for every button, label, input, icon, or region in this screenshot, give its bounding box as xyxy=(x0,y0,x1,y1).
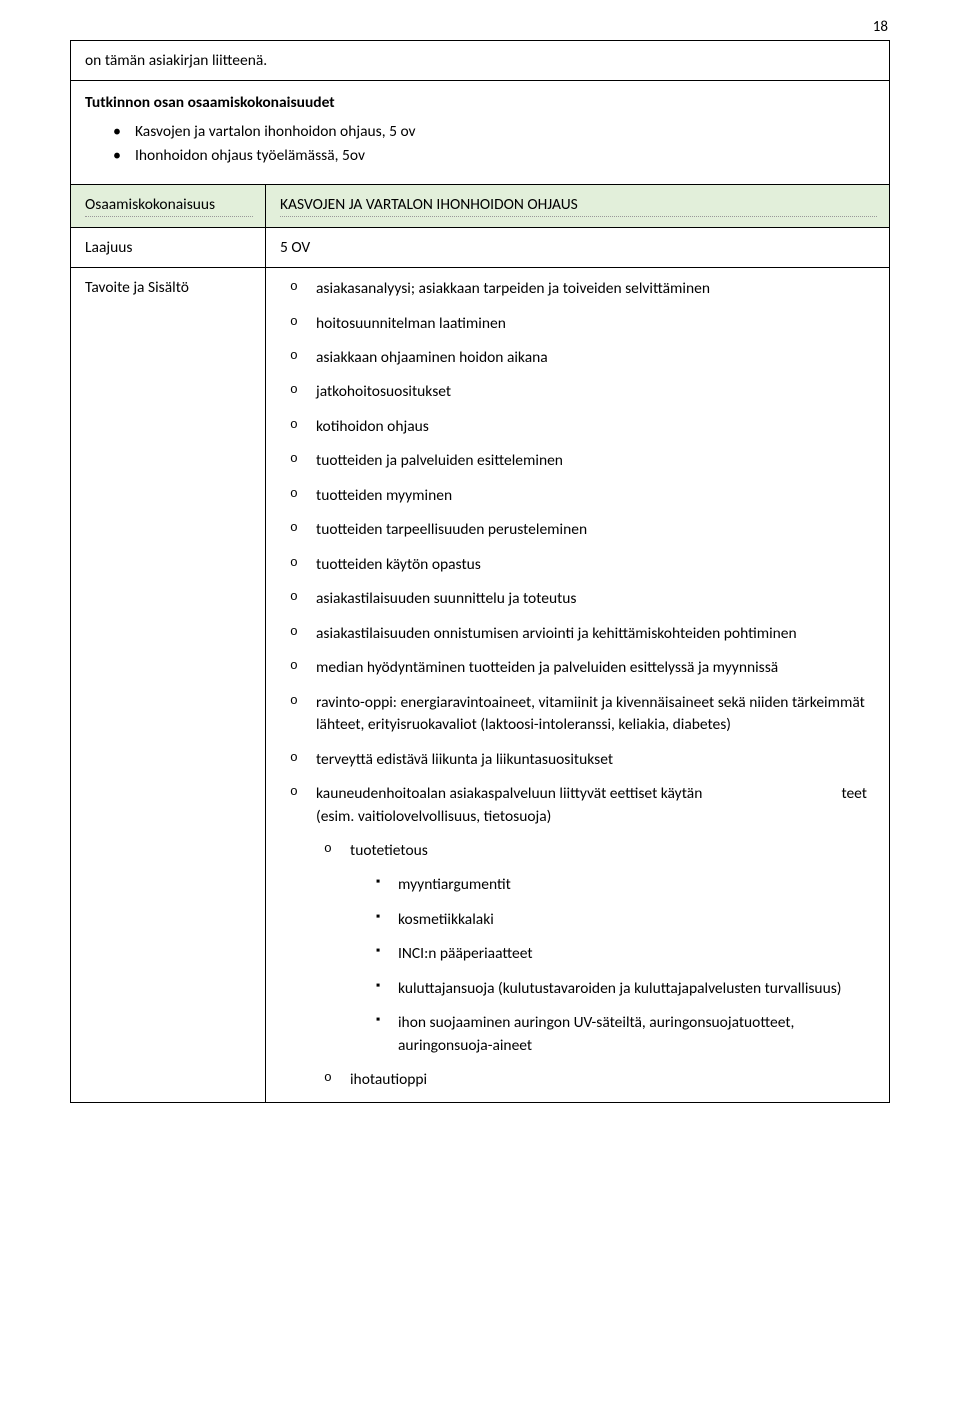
page-number: 18 xyxy=(873,18,888,36)
value-text: KASVOJEN JA VARTALON IHONHOIDON OHJAUS xyxy=(280,195,877,217)
sub-item: myyntiargumentit xyxy=(362,874,877,896)
competence-list: Kasvojen ja vartalon ihonhoidon ohjaus, … xyxy=(113,120,875,168)
sub-list-wrap: myyntiargumentit kosmetiikkalaki INCI:n … xyxy=(280,874,877,1057)
eettiset-right: teet xyxy=(841,783,867,805)
competence-section: Tutkinnon osan osaamiskokonaisuudet Kasv… xyxy=(71,81,889,185)
objectives-list-tail: ihotautioppi xyxy=(280,1069,877,1091)
list-item: tuotteiden ja palveluiden esitteleminen xyxy=(280,450,877,472)
label-text: Osaamiskokonaisuus xyxy=(85,195,253,217)
list-item: asiakasanalyysi; asiakkaan tarpeiden ja … xyxy=(280,278,877,300)
sub-item: kuluttajansuoja (kulutustavaroiden ja ku… xyxy=(362,978,877,1000)
cell-label: Osaamiskokonaisuus xyxy=(71,185,266,228)
cell-value: KASVOJEN JA VARTALON IHONHOIDON OHJAUS xyxy=(266,185,890,228)
table-row-tavoite: Tavoite ja Sisältö asiakasanalyysi; asia… xyxy=(71,268,889,1102)
list-item: ravinto-oppi: energiaravintoaineet, vita… xyxy=(280,692,877,737)
sub-item: INCI:n pääperiaatteet xyxy=(362,943,877,965)
list-item-tuotetietous: tuotetietous xyxy=(280,840,877,862)
list-item: asiakkaan ohjaaminen hoidon aikana xyxy=(280,347,877,369)
detail-table: Osaamiskokonaisuus KASVOJEN JA VARTALON … xyxy=(71,185,889,1102)
eettiset-main: kauneudenhoitoalan asiakaspalveluun liit… xyxy=(316,784,702,803)
table-row-osaamis: Osaamiskokonaisuus KASVOJEN JA VARTALON … xyxy=(71,185,889,228)
competence-item: Ihonhoidon ohjaus työelämässä, 5ov xyxy=(113,144,875,168)
sub-item: ihon suojaaminen auringon UV-säteiltä, a… xyxy=(362,1012,877,1057)
list-item: tuotteiden käytön opastus xyxy=(280,554,877,576)
cell-label: Laajuus xyxy=(71,228,266,268)
document-page: 18 on tämän asiakirjan liitteenä. Tutkin… xyxy=(0,0,960,1143)
list-item-last: ihotautioppi xyxy=(280,1069,877,1091)
table-row-laajuus: Laajuus 5 OV xyxy=(71,228,889,268)
cell-value: 5 OV xyxy=(266,228,890,268)
list-item: asiakastilaisuuden onnistumisen arvioint… xyxy=(280,623,877,645)
list-item: terveyttä edistävä liikunta ja liikuntas… xyxy=(280,749,877,771)
list-item: tuotteiden myyminen xyxy=(280,485,877,507)
cell-label: Tavoite ja Sisältö xyxy=(71,268,266,1102)
eettiset-sub: (esim. vaitiolovelvollisuus, tietosuoja) xyxy=(316,807,551,826)
list-item: median hyödyntäminen tuotteiden ja palve… xyxy=(280,657,877,679)
list-item: tuotteiden tarpeellisuuden perustelemine… xyxy=(280,519,877,541)
sub-list: myyntiargumentit kosmetiikkalaki INCI:n … xyxy=(362,874,877,1057)
list-item-eettiset: kauneudenhoitoalan asiakaspalveluun liit… xyxy=(280,783,877,828)
list-item: jatkohoitosuositukset xyxy=(280,381,877,403)
intro-text: on tämän asiakirjan liitteenä. xyxy=(85,51,267,70)
intro-section: on tämän asiakirjan liitteenä. xyxy=(71,41,889,81)
competence-title: Tutkinnon osan osaamiskokonaisuudet xyxy=(85,93,875,112)
sub-item: kosmetiikkalaki xyxy=(362,909,877,931)
cell-value: asiakasanalyysi; asiakkaan tarpeiden ja … xyxy=(266,268,890,1102)
competence-item: Kasvojen ja vartalon ihonhoidon ohjaus, … xyxy=(113,120,875,144)
list-item: hoitosuunnitelman laatiminen xyxy=(280,313,877,335)
list-item: asiakastilaisuuden suunnittelu ja toteut… xyxy=(280,588,877,610)
content-box: on tämän asiakirjan liitteenä. Tutkinnon… xyxy=(70,40,890,1103)
list-item: kotihoidon ohjaus xyxy=(280,416,877,438)
objectives-list: asiakasanalyysi; asiakkaan tarpeiden ja … xyxy=(280,278,877,862)
